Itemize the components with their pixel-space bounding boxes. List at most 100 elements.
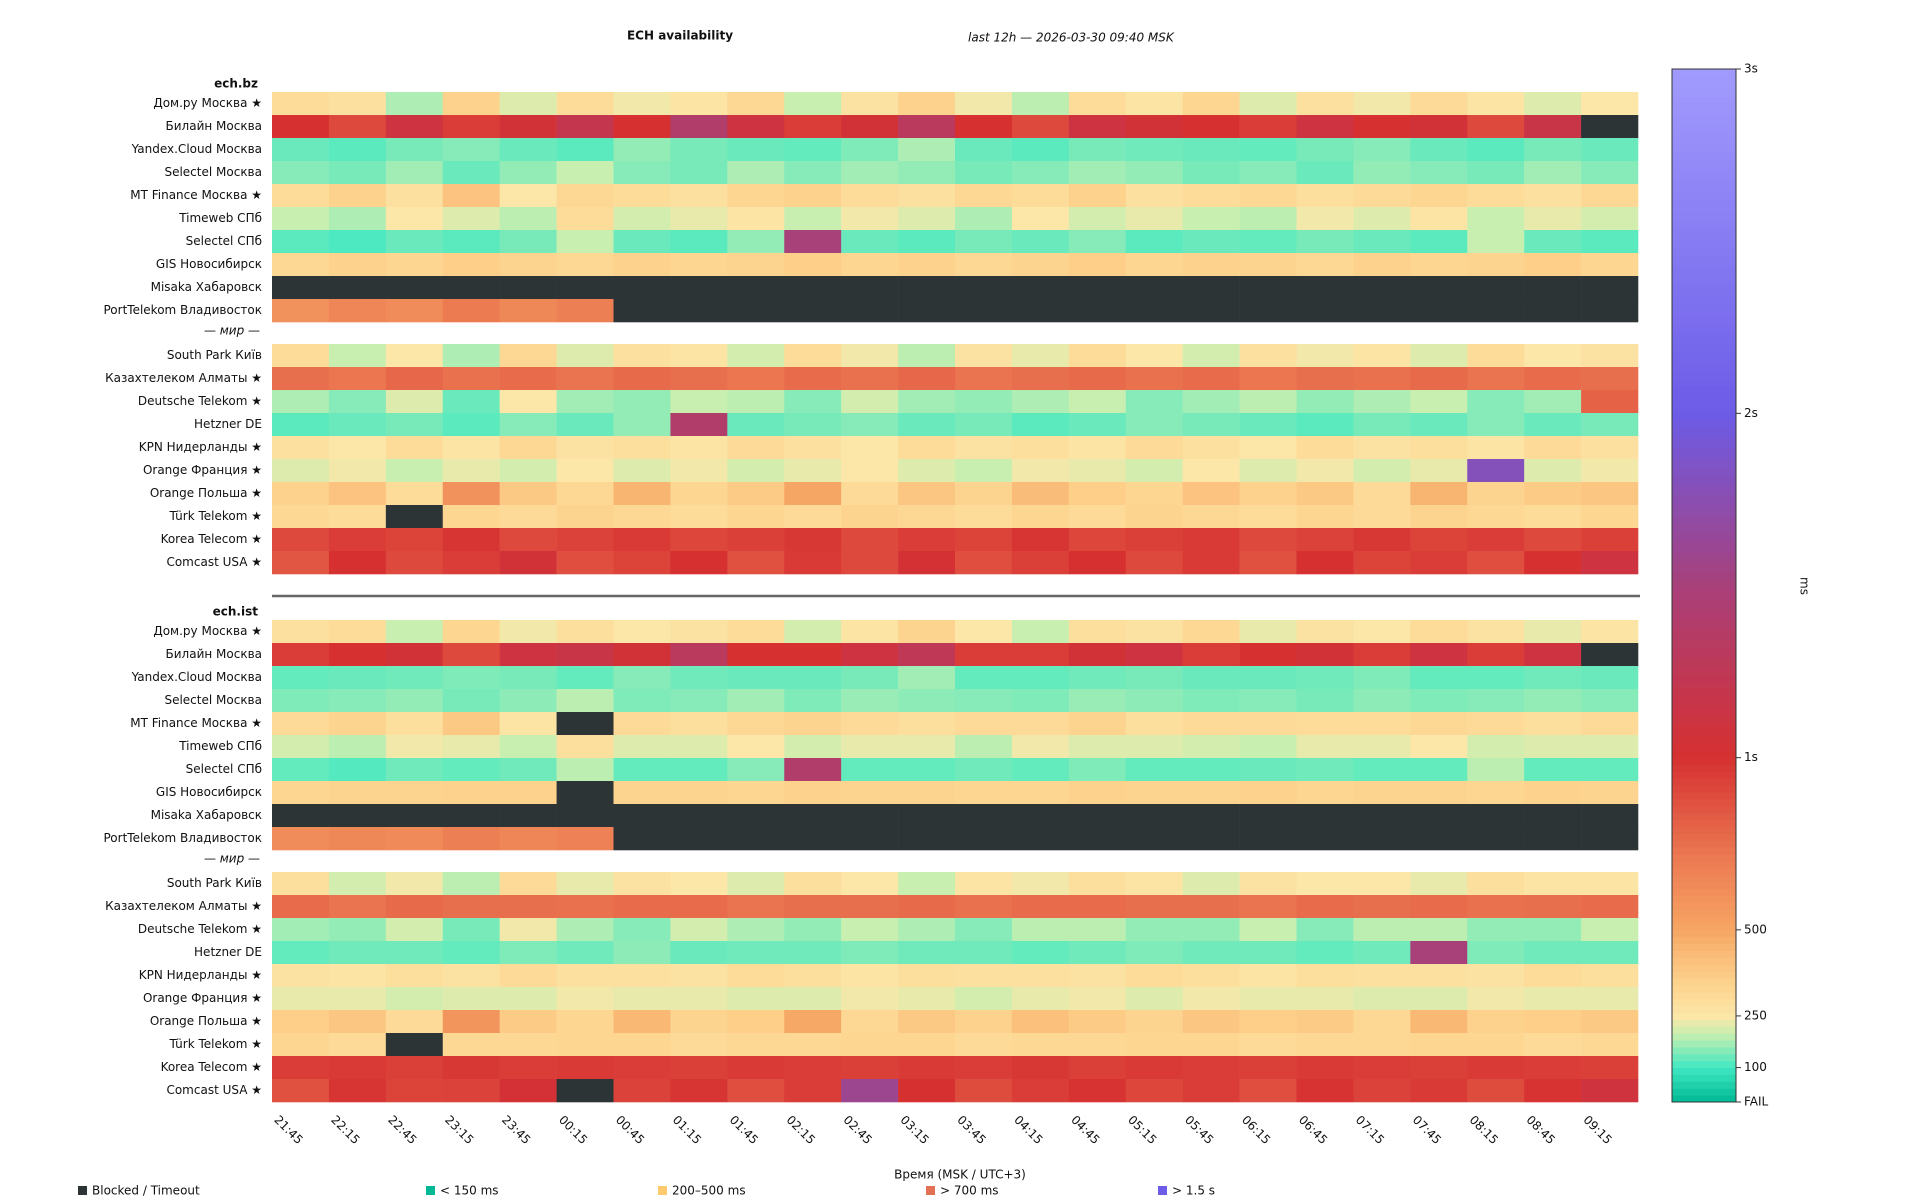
row-label: Yandex.Cloud Москва [131,670,262,684]
row-label: Билайн Москва [166,647,262,661]
heat-cell [272,551,330,575]
heat-cell [499,299,557,323]
heat-cell [613,941,671,965]
heat-cell [556,436,614,460]
colorbar-band [1672,1053,1736,1062]
heat-cell [328,895,387,919]
heat-cell [784,482,842,506]
colorbar-band [1672,199,1736,208]
colorbar-band [1672,888,1736,896]
colorbar-band [1672,964,1736,972]
heat-cell [556,643,614,667]
heat-cell [1296,758,1354,782]
heat-cell [1296,964,1354,988]
colorbar-band [1672,1060,1736,1069]
heat-cell [1068,390,1127,414]
x-tick-label: 00:15 [556,1113,590,1147]
heat-cell [898,505,956,529]
heat-cell [1125,161,1183,185]
heat-cell [1296,299,1354,323]
heat-cell [328,941,387,965]
heat-cell [1296,643,1354,667]
heat-cell [1410,436,1468,460]
row-label: Timeweb СПб [178,211,262,225]
heat-cell [1410,666,1468,690]
heat-cell [385,299,444,323]
heat-cell [1467,92,1525,116]
heat-cell [784,941,842,965]
x-tick-label: 22:15 [328,1113,362,1147]
heat-cell [272,482,330,506]
heat-cell [442,941,500,965]
heat-cell [272,207,330,231]
colorbar-band [1672,213,1736,222]
colorbar-tick-label: 2s [1744,406,1758,420]
heat-cell [1011,918,1070,942]
heat-cell [1239,115,1297,139]
heat-cell [1182,207,1240,231]
heat-cell [1182,505,1240,529]
heat-cell [613,918,671,942]
heat-cell [955,459,1013,483]
heat-cell [841,413,899,437]
heat-cell [613,344,671,368]
subtitle: last 12h — 2026-03-30 09:40 MSK [968,31,1175,45]
heat-cell [898,895,956,919]
heat-cell [1068,1033,1127,1057]
row-label: MT Finance Москва ★ [130,188,262,202]
heat-cell [499,161,557,185]
heat-cell [1353,413,1411,437]
heat-cell [613,482,671,506]
x-tick-label: 07:45 [1410,1113,1444,1147]
heat-cell [1410,344,1468,368]
heat-cell [1125,735,1183,759]
row-label: Казахтелеком Алматы ★ [105,899,262,913]
heat-cell [1410,253,1468,277]
colorbar-band [1672,130,1736,139]
heat-cell [955,872,1013,896]
heat-cell [385,482,444,506]
heat-cell [1239,344,1297,368]
heat-cell [1524,344,1582,368]
x-tick-label: 03:15 [897,1113,931,1147]
heat-cell [898,230,956,254]
heat-cell [1182,276,1240,300]
heat-cell [1125,207,1183,231]
heat-cell [1182,115,1240,139]
heat-cell [385,92,444,116]
heat-cell [1296,230,1354,254]
heat-cell [1125,941,1183,965]
colorbar-band [1672,502,1736,511]
heat-cell [1524,390,1582,414]
row-label: Orange Франция ★ [143,991,262,1005]
heat-cell [442,735,500,759]
heat-cell [613,620,671,644]
heat-cell [670,390,728,414]
colorbar-band [1672,413,1736,421]
heat-cell [1125,804,1183,828]
heat-cell [385,804,444,828]
heat-cell [1524,872,1582,896]
heat-cell [727,1033,785,1057]
heat-cell [1011,115,1070,139]
row-label: Korea Telecom ★ [161,1060,262,1074]
heat-cell [1581,895,1639,919]
heat-cell [1182,367,1240,391]
row-label: MT Finance Москва ★ [130,716,262,730]
heat-cell [556,92,614,116]
heat-cell [1125,436,1183,460]
heat-cell [1182,964,1240,988]
heat-cell [1353,436,1411,460]
heat-cell [499,115,557,139]
heat-cell [385,505,444,529]
heat-cell [1068,299,1127,323]
heat-cell [328,299,387,323]
heat-cell [1581,161,1639,185]
colorbar-label: ms [1798,577,1812,595]
heat-cell [328,390,387,414]
heat-cell [1581,505,1639,529]
heat-cell [556,689,614,713]
heat-cell [784,1033,842,1057]
colorbar-band [1672,406,1736,414]
heat-cell [1524,413,1582,437]
